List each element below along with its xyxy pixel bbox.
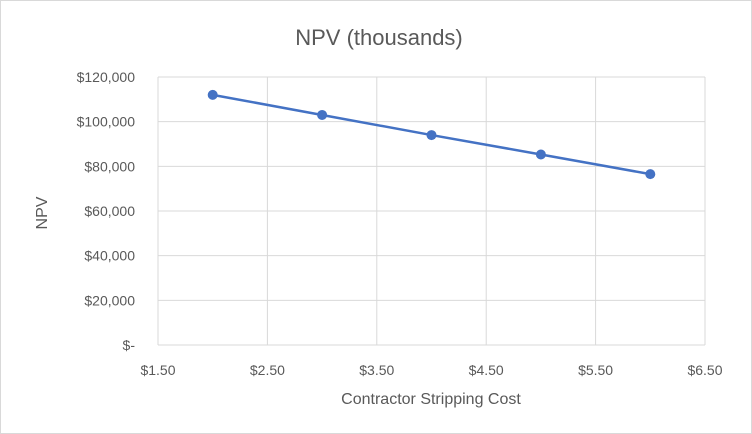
data-point [645, 169, 656, 180]
data-point [317, 109, 328, 120]
x-tick-label: $3.50 [359, 362, 394, 378]
x-tick-label: $2.50 [250, 362, 285, 378]
chart-title: NPV (thousands) [295, 25, 463, 50]
data-point [207, 89, 218, 100]
y-tick-label: $- [123, 337, 136, 353]
y-tick-label: $20,000 [84, 292, 135, 308]
y-tick-labels: $- $20,000 $40,000 $60,000 $80,000 $100,000 $1… [77, 69, 136, 353]
y-gridlines [158, 76, 705, 346]
y-tick-label: $80,000 [84, 158, 135, 174]
y-tick-label: $60,000 [84, 203, 135, 219]
data-point [426, 130, 437, 141]
series-layer [207, 89, 656, 180]
x-tick-labels: $1.50 $2.50 $3.50 $4.50 $5.50 $6.50 [140, 362, 722, 378]
y-tick-label: $120,000 [77, 69, 136, 85]
x-tick-label: $6.50 [687, 362, 722, 378]
y-tick-label: $40,000 [84, 248, 135, 264]
x-tick-label: $4.50 [469, 362, 504, 378]
y-tick-label: $100,000 [77, 114, 136, 130]
x-tick-label: $5.50 [578, 362, 613, 378]
data-point [535, 149, 546, 160]
x-axis-label: Contractor Stripping Cost [341, 391, 521, 408]
y-axis-label: NPV [34, 196, 51, 229]
x-tick-label: $1.50 [140, 362, 175, 378]
